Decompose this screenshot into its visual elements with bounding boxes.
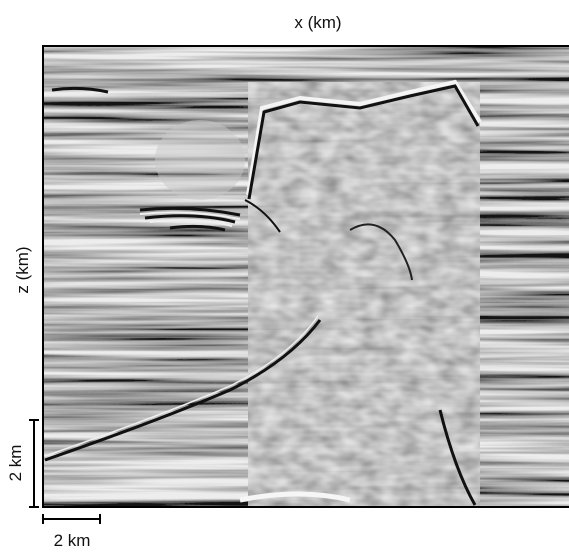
seismic-image xyxy=(43,46,569,507)
x-axis-label: x (km) xyxy=(294,13,341,32)
page: {"figure": {"x_axis_label": "x (km)", "z… xyxy=(0,0,569,552)
vertical-scale-bar xyxy=(29,420,39,507)
horizontal-scale-label: 2 km xyxy=(54,531,91,550)
horizontal-scale-bar xyxy=(43,514,100,524)
vertical-scale-label: 2 km xyxy=(6,445,25,482)
z-axis-label: z (km) xyxy=(13,246,32,293)
figure: x (km) z (km) 2 km 2 km xyxy=(0,0,569,552)
bright-zone xyxy=(155,120,245,200)
